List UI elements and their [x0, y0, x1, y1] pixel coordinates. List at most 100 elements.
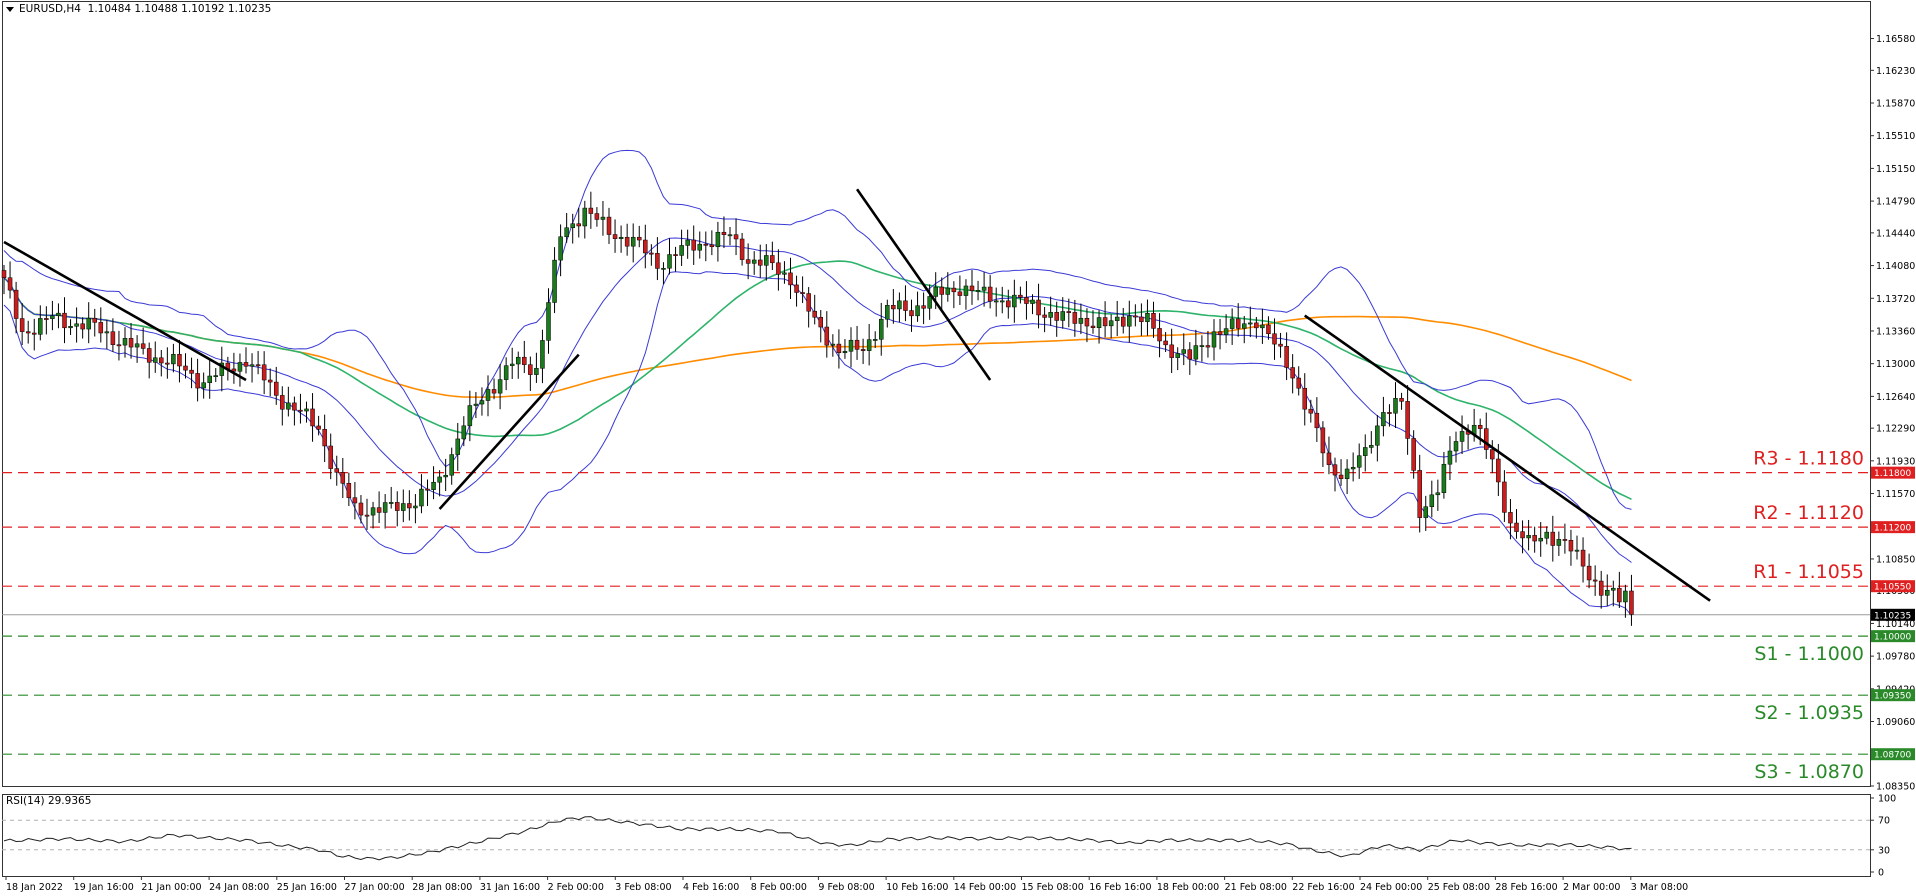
level-label: S1 - 1.1000 — [1754, 643, 1864, 665]
candle-body-down — [310, 408, 315, 427]
bollinger-upper — [3, 149, 1632, 510]
candle-body-up — [630, 236, 636, 247]
candle-body-down — [1508, 512, 1513, 524]
candle-body-up — [618, 236, 624, 239]
candle-body-down — [522, 356, 527, 365]
candle-body-down — [1278, 343, 1283, 347]
main-pane-frame — [2, 1, 1871, 787]
candle-body-up — [509, 363, 515, 366]
level-price-tag: 1.08700 — [1871, 748, 1915, 761]
candle-body-up — [764, 255, 769, 266]
candle-body-down — [909, 310, 914, 317]
candle-body-down — [733, 234, 739, 240]
candle-body-down — [1066, 311, 1072, 313]
candle-body-down — [274, 381, 279, 396]
level-price-tag: 1.11200 — [1871, 521, 1915, 534]
level-label: S3 - 1.0870 — [1754, 761, 1864, 783]
candle-body-down — [739, 238, 745, 260]
candle-body-up — [667, 254, 672, 269]
candle-body-down — [183, 365, 188, 371]
candle-body-up — [56, 312, 61, 316]
candle-body-up — [558, 236, 563, 261]
candle-body-up — [419, 488, 424, 507]
candle-body-down — [594, 213, 600, 220]
chart-header: EURUSD,H4 1.10484 1.10488 1.10192 1.1023… — [6, 3, 271, 15]
candle-body-down — [703, 243, 709, 246]
candle-body-up — [1344, 468, 1350, 479]
x-tick-label: 3 Feb 08:00 — [615, 882, 671, 893]
symbol-label: EURUSD,H4 — [19, 3, 81, 15]
candle-body-up — [1459, 431, 1465, 442]
candle-body-up — [207, 375, 212, 383]
level-label: R3 - 1.1180 — [1753, 448, 1864, 470]
candle-body-down — [637, 236, 642, 241]
candle-body-down — [824, 326, 830, 346]
candle-body-up — [497, 379, 503, 394]
y-tick-label: 1.11930 — [1876, 456, 1915, 467]
candle-body-down — [1205, 345, 1211, 348]
candle-body-down — [1332, 464, 1338, 476]
candle-body-down — [1296, 377, 1301, 389]
candle-body-up — [370, 507, 376, 516]
candle-body-down — [806, 293, 811, 312]
trendline — [3, 240, 247, 382]
y-tick-label: 1.14080 — [1876, 261, 1915, 272]
candle-body-down — [1133, 315, 1138, 318]
candle-body-up — [104, 331, 110, 334]
candle-body-up — [885, 305, 890, 320]
candle-body-down — [588, 207, 594, 214]
candle-body-up — [727, 234, 733, 237]
y-tick-label: 1.15510 — [1876, 131, 1915, 142]
candle-body-down — [649, 252, 654, 255]
candle-body-up — [546, 302, 551, 341]
candle-body-down — [758, 259, 763, 266]
x-tick-label: 3 Mar 08:00 — [1631, 882, 1688, 893]
y-tick-label: 1.12290 — [1876, 424, 1915, 435]
candle-body-down — [110, 331, 116, 345]
candle-body-up — [50, 315, 55, 319]
candle-body-down — [1629, 590, 1634, 615]
candle-body-down — [1072, 312, 1078, 324]
dropdown-triangle-icon[interactable] — [6, 6, 14, 12]
candle-body-down — [1405, 401, 1410, 439]
candle-body-up — [927, 296, 932, 309]
candle-body-down — [25, 331, 31, 334]
candle-body-up — [388, 502, 394, 504]
y-tick-label: 1.16580 — [1876, 34, 1915, 45]
trendline — [855, 188, 992, 381]
candle-body-down — [1235, 318, 1241, 329]
candle-body-up — [1429, 494, 1435, 507]
y-tick-label: 1.13360 — [1876, 326, 1915, 337]
candle-body-down — [261, 364, 267, 381]
candle-body-down — [1, 270, 7, 278]
candle-body-down — [165, 362, 170, 365]
candle-body-up — [1108, 320, 1114, 327]
candle-body-down — [1568, 540, 1574, 552]
candle-body-down — [987, 286, 993, 302]
candle-body-down — [159, 357, 164, 364]
candle-body-up — [993, 300, 999, 303]
rsi-tick-label: 30 — [1878, 845, 1890, 856]
x-tick-label: 24 Feb 00:00 — [1360, 882, 1422, 893]
candle-body-down — [1272, 333, 1277, 345]
candle-body-down — [1592, 579, 1598, 582]
candle-body-down — [643, 239, 648, 254]
candle-body-up — [1175, 353, 1180, 358]
y-tick-label: 1.15150 — [1876, 164, 1915, 175]
y-tick-label: 1.12640 — [1876, 392, 1915, 403]
y-tick-label: 1.10140 — [1876, 619, 1915, 630]
candle-body-down — [1036, 299, 1041, 316]
candle-body-down — [140, 343, 146, 349]
x-tick-label: 21 Jan 00:00 — [141, 882, 201, 893]
candle-body-down — [969, 285, 975, 292]
candle-body-up — [201, 382, 206, 389]
candle-body-down — [709, 244, 715, 248]
candle-body-down — [1550, 531, 1556, 546]
candle-body-up — [286, 402, 291, 410]
candle-body-down — [836, 343, 842, 354]
candle-body-down — [788, 272, 793, 286]
candle-body-down — [1617, 587, 1622, 603]
x-tick-label: 31 Jan 16:00 — [480, 882, 540, 893]
trendline — [1304, 314, 1711, 602]
level-tag-box — [1871, 521, 1915, 534]
